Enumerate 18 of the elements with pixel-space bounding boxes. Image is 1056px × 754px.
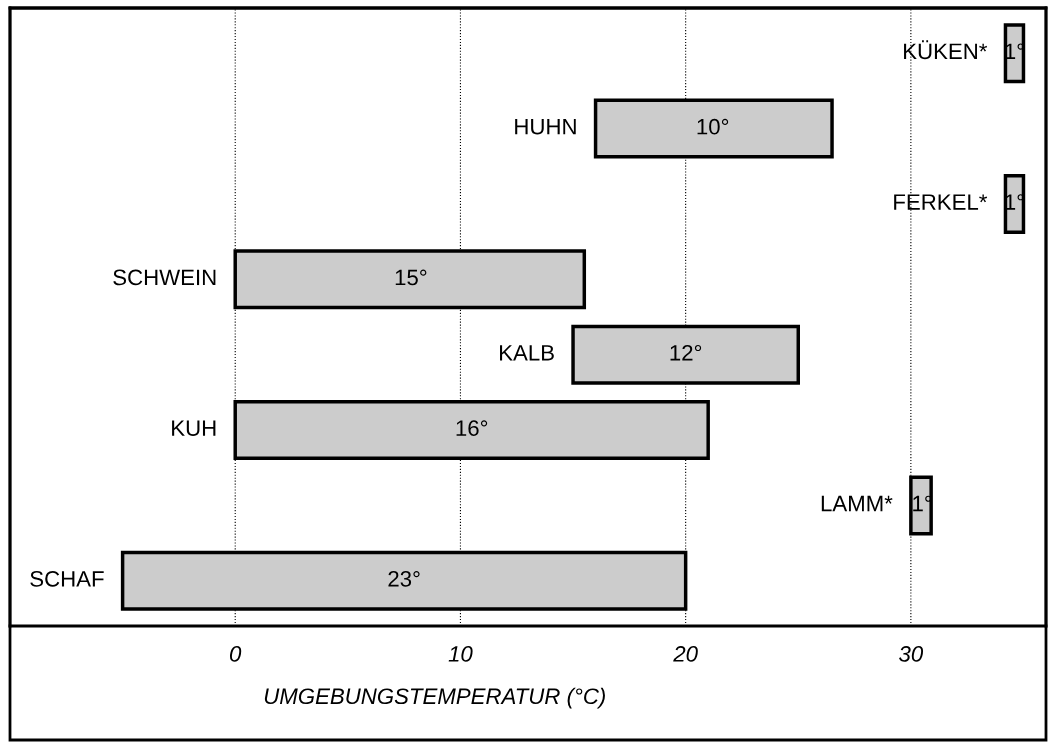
x-tick-label: 0 — [230, 646, 242, 662]
y-tick-label: SCHWEIN — [113, 269, 216, 286]
y-tick-label: LAMM* — [821, 495, 893, 512]
y-tick-label: HUHN — [515, 119, 576, 135]
y-tick-label: KUH — [172, 420, 216, 437]
y-tick-label: KALB — [500, 345, 554, 361]
annotation: 15° — [395, 269, 427, 286]
x-tick-label: 20 — [673, 646, 698, 662]
y-tick-label: FERKEL* — [894, 194, 988, 210]
x-tick-label: 30 — [899, 646, 924, 662]
annotation: 23° — [388, 571, 420, 587]
annotation: 10° — [697, 118, 729, 135]
y-tick-label: KÜKEN* — [904, 40, 988, 60]
y-tick-label: SCHAF — [30, 571, 104, 587]
annotation: 12° — [670, 344, 702, 361]
annotation: 16° — [456, 420, 488, 437]
x-tick-label: 10 — [448, 646, 473, 662]
x-axis-title: UMGEBUNGSTEMPERATUR (°C) — [264, 687, 605, 709]
